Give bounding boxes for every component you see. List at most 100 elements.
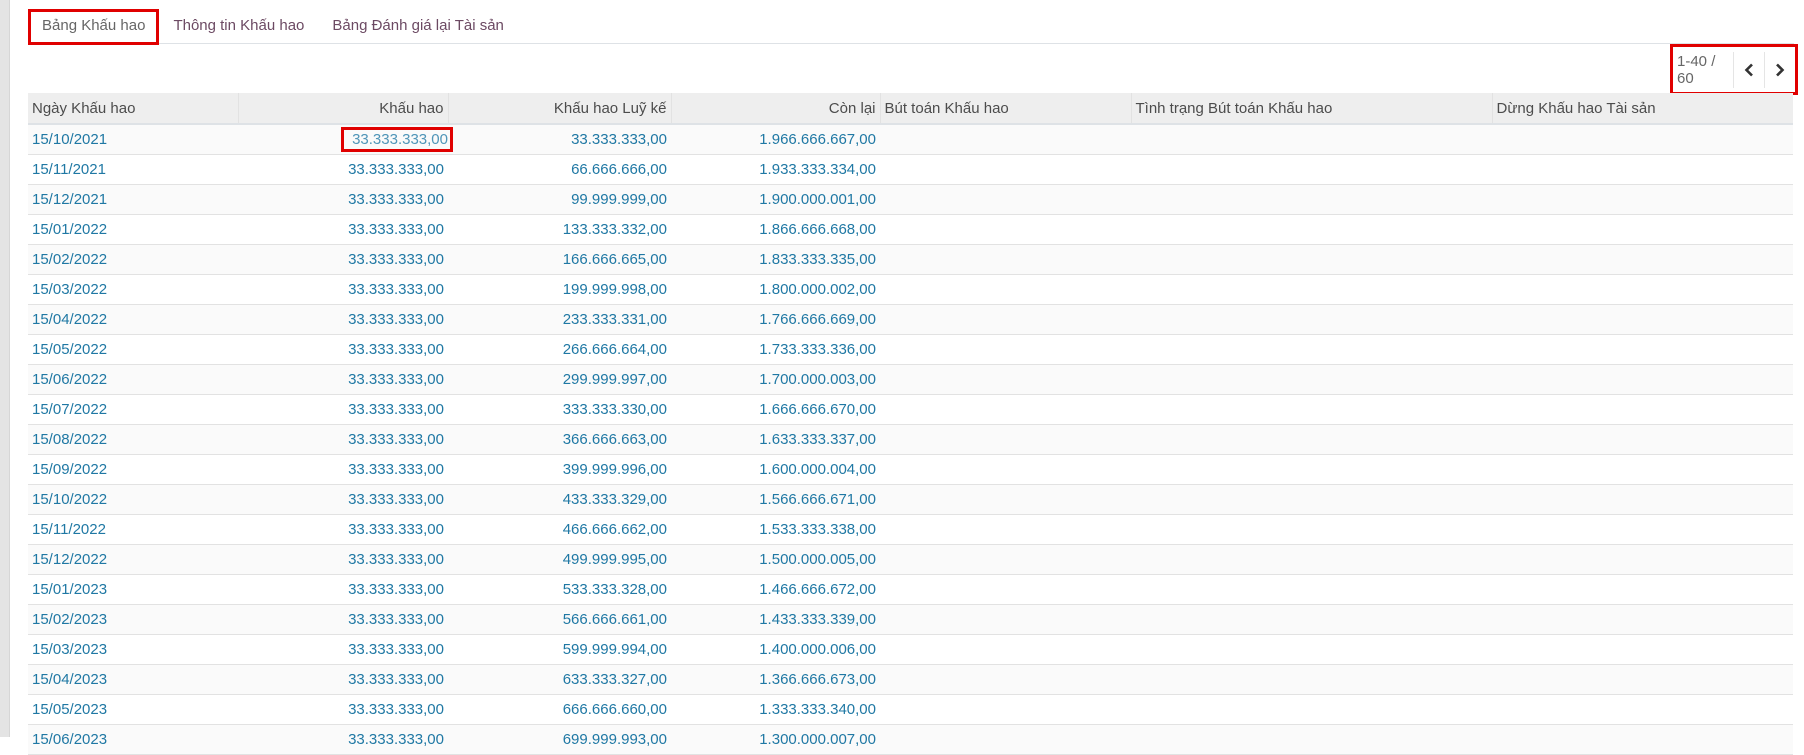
cell-remaining[interactable]: 1.533.333.338,00 <box>671 514 880 545</box>
cell-cumulative[interactable]: 633.333.327,00 <box>448 664 671 695</box>
cell-cumulative[interactable]: 399.999.996,00 <box>448 454 671 485</box>
col-tinh-trang-but-toan[interactable]: Tình trạng Bút toán Khấu hao <box>1130 93 1492 125</box>
cell-move-state[interactable] <box>1131 574 1492 605</box>
table-row[interactable]: 15/11/2021 33.333.333,00 66.666.666,00 1.93… <box>28 154 1793 185</box>
cell-depreciation[interactable]: 33.333.333,00 <box>238 334 448 365</box>
cell-stop[interactable] <box>1492 244 1793 275</box>
cell-move[interactable] <box>880 124 1131 155</box>
cell-remaining[interactable]: 1.600.000.004,00 <box>671 454 880 485</box>
cell-depreciation[interactable]: 33.333.333,00 <box>238 724 448 755</box>
cell-date[interactable]: 15/03/2022 <box>28 274 238 305</box>
cell-stop[interactable] <box>1492 664 1793 695</box>
cell-remaining[interactable]: 1.633.333.337,00 <box>671 424 880 455</box>
cell-cumulative[interactable]: 166.666.665,00 <box>448 244 671 275</box>
cell-remaining[interactable]: 1.300.000.007,00 <box>671 724 880 755</box>
cell-remaining[interactable]: 1.833.333.335,00 <box>671 244 880 275</box>
cell-remaining[interactable]: 1.566.666.671,00 <box>671 484 880 515</box>
cell-date[interactable]: 15/09/2022 <box>28 454 238 485</box>
table-row[interactable]: 15/03/2023 33.333.333,00 599.999.994,00 1.4… <box>28 634 1793 665</box>
table-row[interactable]: 15/06/2022 33.333.333,00 299.999.997,00 1.7… <box>28 364 1793 395</box>
cell-stop[interactable] <box>1492 694 1793 725</box>
cell-cumulative[interactable]: 566.666.661,00 <box>448 604 671 635</box>
cell-stop[interactable] <box>1492 274 1793 305</box>
cell-depreciation[interactable]: 33.333.333,00 <box>238 574 448 605</box>
cell-depreciation[interactable]: 33.333.333,00 <box>238 634 448 665</box>
cell-remaining[interactable]: 1.466.666.672,00 <box>671 574 880 605</box>
cell-date[interactable]: 15/11/2022 <box>28 514 238 545</box>
col-ngay-khau-hao[interactable]: Ngày Khấu hao <box>28 93 238 125</box>
tab-bang-khau-hao[interactable]: Bảng Khấu hao <box>28 9 160 45</box>
cell-stop[interactable] <box>1492 604 1793 635</box>
cell-move[interactable] <box>880 184 1131 215</box>
cell-cumulative[interactable]: 366.666.663,00 <box>448 424 671 455</box>
cell-move-state[interactable] <box>1131 364 1492 395</box>
cell-move[interactable] <box>880 364 1131 395</box>
cell-stop[interactable] <box>1492 454 1793 485</box>
cell-stop[interactable] <box>1492 574 1793 605</box>
cell-move-state[interactable] <box>1131 484 1492 515</box>
cell-depreciation[interactable]: 33.333.333,00 <box>238 394 448 425</box>
cell-depreciation[interactable]: 33.333.333,00 <box>238 244 448 275</box>
tab-bang-danh-gia-lai[interactable]: Bảng Đánh giá lại Tài sản <box>332 17 504 34</box>
cell-move[interactable] <box>880 514 1131 545</box>
table-row[interactable]: 15/01/2022 33.333.333,00 133.333.332,00 1.8… <box>28 214 1793 245</box>
cell-move-state[interactable] <box>1131 244 1492 275</box>
table-row[interactable]: 15/06/2023 33.333.333,00 699.999.993,00 1.3… <box>28 724 1793 755</box>
cell-stop[interactable] <box>1492 364 1793 395</box>
table-row[interactable]: 15/12/2021 33.333.333,00 99.999.999,00 1.90… <box>28 184 1793 215</box>
cell-remaining[interactable]: 1.666.666.670,00 <box>671 394 880 425</box>
cell-date[interactable]: 15/02/2022 <box>28 244 238 275</box>
cell-depreciation[interactable]: 33.333.333,00 <box>238 484 448 515</box>
cell-move[interactable] <box>880 394 1131 425</box>
cell-date[interactable]: 15/05/2023 <box>28 694 238 725</box>
cell-move[interactable] <box>880 304 1131 335</box>
cell-date[interactable]: 15/03/2023 <box>28 634 238 665</box>
cell-move-state[interactable] <box>1131 424 1492 455</box>
cell-stop[interactable] <box>1492 484 1793 515</box>
cell-move[interactable] <box>880 214 1131 245</box>
cell-move-state[interactable] <box>1131 664 1492 695</box>
table-row[interactable]: 15/08/2022 33.333.333,00 366.666.663,00 1.6… <box>28 424 1793 455</box>
cell-remaining[interactable]: 1.800.000.002,00 <box>671 274 880 305</box>
cell-depreciation[interactable]: 33.333.333,00 <box>238 274 448 305</box>
cell-date[interactable]: 15/12/2021 <box>28 184 238 215</box>
table-row[interactable]: 15/07/2022 33.333.333,00 333.333.330,00 1.6… <box>28 394 1793 425</box>
cell-remaining[interactable]: 1.966.666.667,00 <box>671 124 880 155</box>
cell-depreciation[interactable]: 33.333.333,00 <box>238 514 448 545</box>
cell-date[interactable]: 15/01/2023 <box>28 574 238 605</box>
cell-date[interactable]: 15/06/2023 <box>28 724 238 755</box>
pager-value[interactable]: 1-40 / 60 <box>1677 52 1716 87</box>
cell-move-state[interactable] <box>1131 724 1492 755</box>
cell-remaining[interactable]: 1.866.666.668,00 <box>671 214 880 245</box>
cell-date[interactable]: 15/05/2022 <box>28 334 238 365</box>
table-row[interactable]: 15/09/2022 33.333.333,00 399.999.996,00 1.6… <box>28 454 1793 485</box>
cell-remaining[interactable]: 1.433.333.339,00 <box>671 604 880 635</box>
highlighted-cell-value[interactable]: 33.333.333,00 <box>341 127 453 152</box>
cell-stop[interactable] <box>1492 514 1793 545</box>
cell-remaining[interactable]: 1.900.000.001,00 <box>671 184 880 215</box>
cell-depreciation[interactable]: 33.333.333,00 <box>238 544 448 575</box>
cell-move-state[interactable] <box>1131 334 1492 365</box>
cell-date[interactable]: 15/12/2022 <box>28 544 238 575</box>
cell-date[interactable]: 15/01/2022 <box>28 214 238 245</box>
cell-move-state[interactable] <box>1131 634 1492 665</box>
table-row[interactable]: 15/04/2023 33.333.333,00 633.333.327,00 1.3… <box>28 664 1793 695</box>
cell-depreciation[interactable]: 33.333.333,00 <box>238 604 448 635</box>
cell-date[interactable]: 15/04/2022 <box>28 304 238 335</box>
cell-remaining[interactable]: 1.366.666.673,00 <box>671 664 880 695</box>
cell-depreciation[interactable]: 33.333.333,00 <box>238 664 448 695</box>
cell-depreciation[interactable]: 33.333.333,00 <box>238 184 448 215</box>
cell-move-state[interactable] <box>1131 304 1492 335</box>
cell-move-state[interactable] <box>1131 454 1492 485</box>
cell-move[interactable] <box>880 544 1131 575</box>
cell-date[interactable]: 15/10/2022 <box>28 484 238 515</box>
cell-move[interactable] <box>880 574 1131 605</box>
cell-depreciation[interactable]: 33.333.333,00 <box>238 304 448 335</box>
cell-stop[interactable] <box>1492 634 1793 665</box>
cell-remaining[interactable]: 1.333.333.340,00 <box>671 694 880 725</box>
cell-remaining[interactable]: 1.733.333.336,00 <box>671 334 880 365</box>
table-row[interactable]: 15/02/2023 33.333.333,00 566.666.661,00 1.4… <box>28 604 1793 635</box>
table-row[interactable]: 15/11/2022 33.333.333,00 466.666.662,00 1.5… <box>28 514 1793 545</box>
cell-move-state[interactable] <box>1131 274 1492 305</box>
cell-move-state[interactable] <box>1131 544 1492 575</box>
